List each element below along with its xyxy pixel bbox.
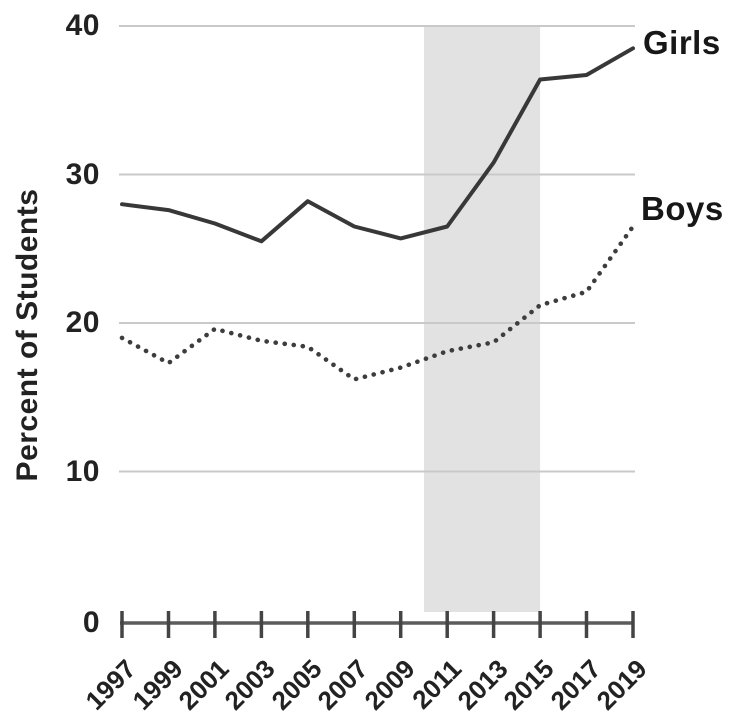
highlight-band [424, 26, 541, 612]
girls-line [120, 46, 635, 244]
y-tick-label: 30 [65, 158, 100, 191]
y-tick-label: 0 [82, 606, 100, 639]
y-tick-label: 10 [65, 455, 100, 488]
y-axis-title: Percent of Students [11, 188, 44, 482]
series-label-boys: Boys [641, 190, 724, 227]
y-tick-label: 20 [65, 306, 100, 339]
boys-line [119, 224, 636, 382]
series-label-girls: Girls [643, 24, 721, 61]
y-tick-label: 40 [65, 9, 100, 42]
